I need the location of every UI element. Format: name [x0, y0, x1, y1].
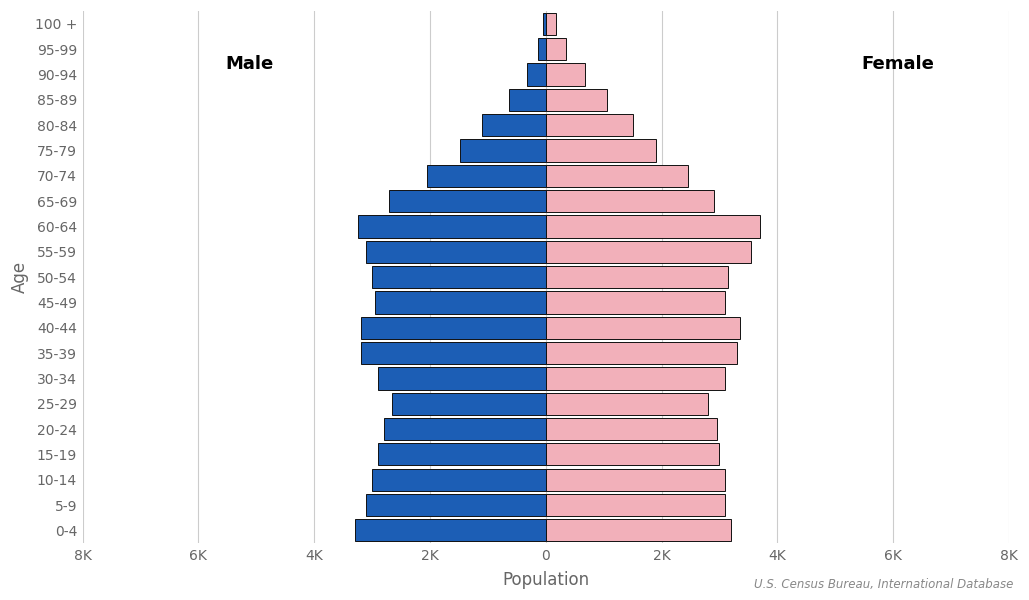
Bar — [545, 164, 687, 187]
Bar — [545, 266, 729, 288]
X-axis label: Population: Population — [502, 571, 590, 589]
Bar — [378, 443, 545, 466]
Bar — [545, 89, 606, 111]
Bar — [545, 418, 716, 440]
Bar — [545, 139, 655, 161]
Bar — [545, 63, 586, 86]
Bar — [509, 89, 545, 111]
Bar — [538, 38, 545, 60]
Bar — [545, 190, 714, 212]
Bar — [360, 342, 545, 364]
Bar — [366, 241, 545, 263]
Y-axis label: Age: Age — [11, 261, 29, 293]
Bar — [545, 494, 725, 516]
Bar — [427, 164, 545, 187]
Bar — [384, 418, 545, 440]
Bar — [358, 215, 545, 238]
Bar — [545, 367, 725, 389]
Bar — [372, 266, 545, 288]
Bar — [545, 469, 725, 491]
Text: Female: Female — [861, 55, 934, 73]
Bar — [378, 367, 545, 389]
Bar — [460, 139, 545, 161]
Bar — [392, 392, 545, 415]
Bar — [375, 291, 545, 314]
Bar — [366, 494, 545, 516]
Bar — [527, 63, 545, 86]
Bar — [355, 519, 545, 541]
Bar — [545, 114, 633, 136]
Bar — [545, 215, 760, 238]
Bar — [372, 469, 545, 491]
Bar — [545, 38, 566, 60]
Bar — [545, 443, 719, 466]
Bar — [360, 317, 545, 339]
Bar — [545, 317, 740, 339]
Bar — [543, 13, 545, 35]
Bar — [545, 519, 731, 541]
Bar — [545, 13, 557, 35]
Bar — [545, 241, 751, 263]
Bar — [545, 342, 737, 364]
Text: U.S. Census Bureau, International Database: U.S. Census Bureau, International Databa… — [754, 578, 1014, 591]
Bar — [545, 392, 708, 415]
Bar — [389, 190, 545, 212]
Text: Male: Male — [225, 55, 274, 73]
Bar — [545, 291, 725, 314]
Bar — [483, 114, 545, 136]
